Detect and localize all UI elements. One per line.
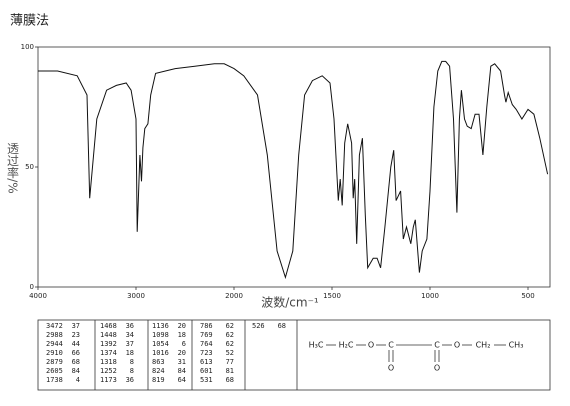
peak-wavenumber: 1738 — [46, 376, 63, 384]
peak-wavenumber: 723 — [200, 349, 213, 357]
structure-atom: H₂C — [339, 341, 354, 350]
peak-wavenumber: 1054 — [152, 340, 169, 348]
structure-atom: C — [388, 341, 394, 350]
y-axis-label: 透过率/% — [6, 142, 20, 194]
peak-wavenumber: 2944 — [46, 340, 63, 348]
structure-atom: O — [368, 341, 374, 350]
peak-transmittance: 62 — [226, 331, 234, 339]
structure-atom: C — [434, 341, 440, 350]
peak-transmittance: 68 — [226, 376, 234, 384]
peak-wavenumber: 601 — [200, 367, 213, 375]
x-tick-label: 3000 — [127, 292, 145, 300]
y-tick-label: 50 — [25, 163, 34, 171]
x-tick-label: 2000 — [225, 292, 243, 300]
peak-transmittance: 64 — [178, 376, 186, 384]
peak-transmittance: 34 — [126, 331, 134, 339]
peak-transmittance: 8 — [130, 358, 134, 366]
peak-transmittance: 81 — [226, 367, 234, 375]
structure-atom: H₃C — [309, 341, 324, 350]
y-tick-label: 100 — [21, 43, 34, 51]
peak-wavenumber: 526 — [252, 322, 265, 330]
peak-wavenumber: 2879 — [46, 358, 63, 366]
peak-transmittance: 77 — [226, 358, 234, 366]
peak-transmittance: 84 — [72, 367, 80, 375]
peak-transmittance: 68 — [278, 322, 286, 330]
spectrum-line — [38, 60, 549, 280]
peak-wavenumber: 1468 — [100, 322, 117, 330]
x-tick-label: 1000 — [421, 292, 439, 300]
peak-wavenumber: 1252 — [100, 367, 117, 375]
peak-transmittance: 8 — [130, 367, 134, 375]
x-tick-label: 1500 — [323, 292, 341, 300]
peak-transmittance: 36 — [126, 322, 134, 330]
structure-atom: O — [454, 341, 460, 350]
peak-transmittance: 37 — [72, 322, 80, 330]
peak-transmittance: 36 — [126, 376, 134, 384]
peak-transmittance: 23 — [72, 331, 80, 339]
peak-wavenumber: 863 — [152, 358, 165, 366]
x-axis-label: 波数/cm⁻¹ — [261, 295, 319, 310]
peak-transmittance: 62 — [226, 340, 234, 348]
structure-bonds — [326, 344, 506, 362]
peak-wavenumber: 1318 — [100, 358, 117, 366]
peak-wavenumber: 786 — [200, 322, 213, 330]
peak-wavenumber: 1098 — [152, 331, 169, 339]
peak-wavenumber: 3472 — [46, 322, 63, 330]
y-tick-label: 0 — [30, 283, 34, 291]
peak-transmittance: 66 — [72, 349, 80, 357]
peak-wavenumber: 1173 — [100, 376, 117, 384]
peak-wavenumber: 1136 — [152, 322, 169, 330]
peak-wavenumber: 531 — [200, 376, 213, 384]
peak-transmittance: 18 — [126, 349, 134, 357]
peak-wavenumber: 1392 — [100, 340, 117, 348]
peak-transmittance: 31 — [178, 358, 186, 366]
peak-wavenumber: 819 — [152, 376, 165, 384]
peak-wavenumber: 1016 — [152, 349, 169, 357]
peak-transmittance: 37 — [126, 340, 134, 348]
x-tick-label: 4000 — [29, 292, 47, 300]
peak-transmittance: 84 — [178, 367, 186, 375]
x-tick-label: 500 — [521, 292, 534, 300]
peak-transmittance: 44 — [72, 340, 80, 348]
peak-transmittance: 68 — [72, 358, 80, 366]
plot-frame — [37, 46, 551, 288]
structure-carbonyl-o: O — [388, 364, 394, 373]
peak-wavenumber: 764 — [200, 340, 213, 348]
peak-transmittance: 4 — [76, 376, 80, 384]
peak-wavenumber: 1374 — [100, 349, 117, 357]
peak-wavenumber: 2988 — [46, 331, 63, 339]
peak-wavenumber: 2910 — [46, 349, 63, 357]
peak-transmittance: 62 — [226, 322, 234, 330]
peak-wavenumber: 613 — [200, 358, 213, 366]
peak-transmittance: 20 — [178, 322, 186, 330]
chart-title: 薄膜法 — [10, 14, 49, 29]
structure-carbonyl-o: O — [434, 364, 440, 373]
structure-atom: CH₂ — [476, 341, 491, 350]
peak-transmittance: 52 — [226, 349, 234, 357]
table-frame — [37, 319, 551, 391]
peak-transmittance: 20 — [178, 349, 186, 357]
peak-wavenumber: 1448 — [100, 331, 117, 339]
peak-transmittance: 18 — [178, 331, 186, 339]
peak-wavenumber: 2605 — [46, 367, 63, 375]
peak-transmittance: 6 — [182, 340, 186, 348]
peak-wavenumber: 769 — [200, 331, 213, 339]
peak-wavenumber: 824 — [152, 367, 165, 375]
structure-atom: CH₃ — [509, 341, 524, 350]
